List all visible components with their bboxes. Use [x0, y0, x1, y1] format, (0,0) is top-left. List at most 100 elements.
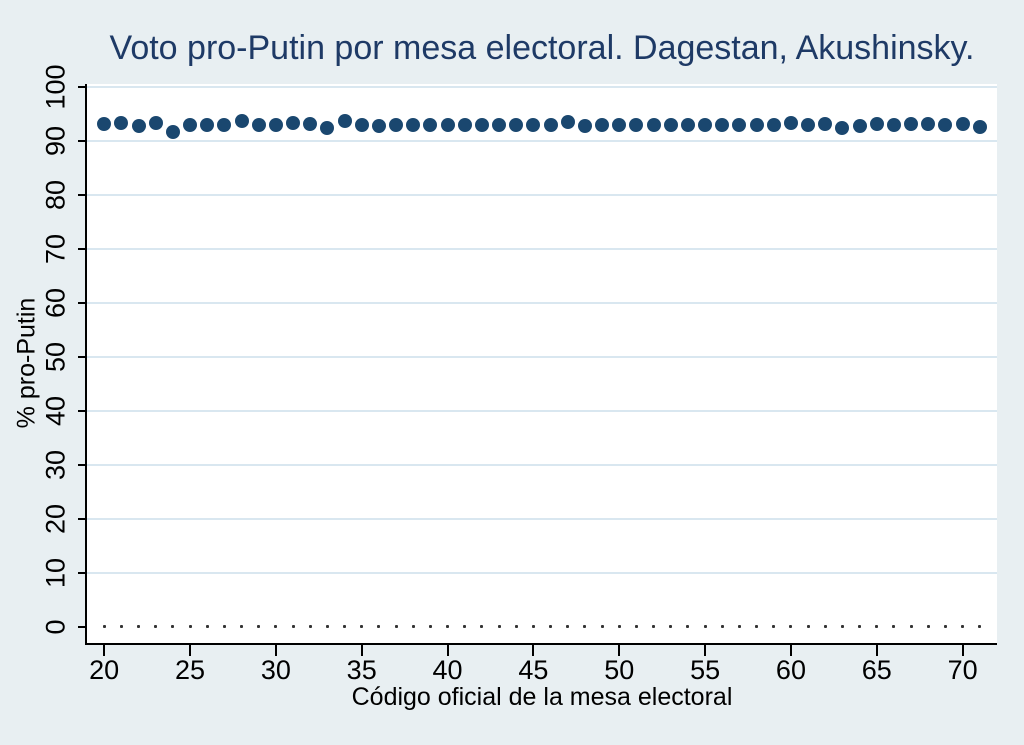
data-point-x43: [492, 118, 507, 133]
data-point-x30: [268, 117, 283, 132]
tiny-data-point: [909, 625, 913, 629]
y-tick-label-60: 60: [40, 287, 71, 318]
tiny-data-point: [257, 625, 261, 629]
tiny-data-point: [806, 625, 810, 629]
tiny-data-point: [531, 625, 535, 629]
y-tick-label-10: 10: [40, 557, 71, 588]
data-point-x69: [938, 118, 953, 133]
data-point-x31: [286, 116, 301, 131]
y-axis-line: [85, 84, 87, 645]
x-tick-label-60: 60: [775, 655, 806, 685]
x-tick-50: [618, 645, 621, 656]
tiny-data-point: [343, 625, 347, 629]
data-point-x28: [234, 113, 249, 128]
data-point-x53: [663, 118, 678, 133]
data-point-x70: [955, 116, 970, 131]
x-tick-label-30: 30: [260, 655, 291, 685]
tiny-data-point: [943, 625, 947, 629]
data-point-x42: [474, 118, 489, 133]
tiny-data-point: [652, 625, 656, 629]
x-tick-label-50: 50: [604, 655, 635, 685]
tiny-data-point: [737, 625, 741, 629]
x-tick-20: [103, 645, 106, 656]
tiny-data-point: [600, 625, 604, 629]
data-point-x61: [801, 118, 816, 133]
y-tick-label-100: 100: [40, 64, 71, 110]
y-tick-label-90: 90: [40, 125, 71, 156]
y-tick-label-30: 30: [40, 449, 71, 480]
y-tick-label-20: 20: [40, 503, 71, 534]
data-point-x37: [389, 118, 404, 133]
y-tick-50: [78, 355, 86, 358]
x-tick-45: [532, 645, 535, 656]
tiny-data-point: [377, 625, 381, 629]
y-tick-60: [78, 301, 86, 304]
x-tick-65: [875, 645, 878, 656]
tiny-data-point: [566, 625, 570, 629]
data-point-x21: [114, 115, 129, 130]
grid-line-y70: [87, 247, 997, 250]
tiny-data-point: [514, 625, 518, 629]
data-point-x38: [406, 117, 421, 132]
data-point-x62: [818, 116, 833, 131]
data-point-x40: [440, 118, 455, 133]
data-point-x36: [371, 118, 386, 133]
tiny-data-point: [308, 625, 312, 629]
data-point-x68: [921, 116, 936, 131]
tiny-data-point: [291, 625, 295, 629]
data-point-x71: [972, 120, 987, 135]
tiny-data-point: [325, 625, 329, 629]
tiny-data-point: [428, 625, 432, 629]
data-point-x56: [715, 118, 730, 133]
data-point-x20: [97, 116, 112, 131]
grid-line-y100: [87, 85, 997, 88]
x-tick-label-35: 35: [346, 655, 377, 685]
x-tick-25: [189, 645, 192, 656]
tiny-data-point: [703, 625, 707, 629]
data-point-x39: [423, 118, 438, 133]
y-tick-label-70: 70: [40, 233, 71, 264]
tiny-data-point: [411, 625, 415, 629]
tiny-data-point: [858, 625, 862, 629]
tiny-data-point: [875, 625, 879, 629]
tiny-data-point: [720, 625, 724, 629]
data-point-x27: [217, 117, 232, 132]
data-point-x29: [251, 117, 266, 132]
x-tick-label-55: 55: [690, 655, 721, 685]
tiny-data-point: [978, 625, 982, 629]
x-tick-label-25: 25: [174, 655, 206, 685]
data-point-x48: [577, 119, 592, 134]
grid-line-y10: [87, 571, 997, 574]
data-point-x47: [560, 115, 575, 130]
y-tick-70: [78, 247, 86, 250]
data-point-x54: [680, 118, 695, 133]
tiny-data-point: [617, 625, 621, 629]
x-tick-label-40: 40: [432, 655, 463, 685]
tiny-data-point: [119, 625, 123, 629]
y-tick-0: [78, 625, 86, 628]
x-tick-70: [961, 645, 964, 656]
tiny-data-point: [137, 625, 140, 629]
x-tick-label-70: 70: [947, 655, 978, 685]
data-point-x26: [200, 118, 215, 133]
tiny-data-point: [789, 625, 793, 629]
data-point-x58: [749, 117, 764, 132]
data-point-x46: [543, 117, 558, 132]
x-tick-35: [360, 645, 363, 656]
tiny-data-point: [669, 625, 673, 629]
y-tick-label-0: 0: [40, 619, 71, 635]
data-point-x35: [354, 118, 369, 133]
tiny-data-point: [772, 625, 776, 629]
tiny-data-point: [634, 625, 638, 629]
tiny-data-point: [154, 625, 158, 629]
tiny-data-point: [686, 625, 690, 629]
tiny-data-point: [188, 625, 192, 629]
data-point-x33: [320, 120, 335, 135]
data-point-x45: [526, 118, 541, 133]
tiny-data-point: [892, 625, 896, 629]
tiny-data-point: [240, 625, 244, 629]
tiny-data-point: [102, 625, 106, 629]
tiny-data-point: [823, 625, 827, 629]
chart-title: Voto pro-Putin por mesa electoral. Dages…: [109, 29, 975, 67]
data-point-x34: [337, 114, 352, 129]
